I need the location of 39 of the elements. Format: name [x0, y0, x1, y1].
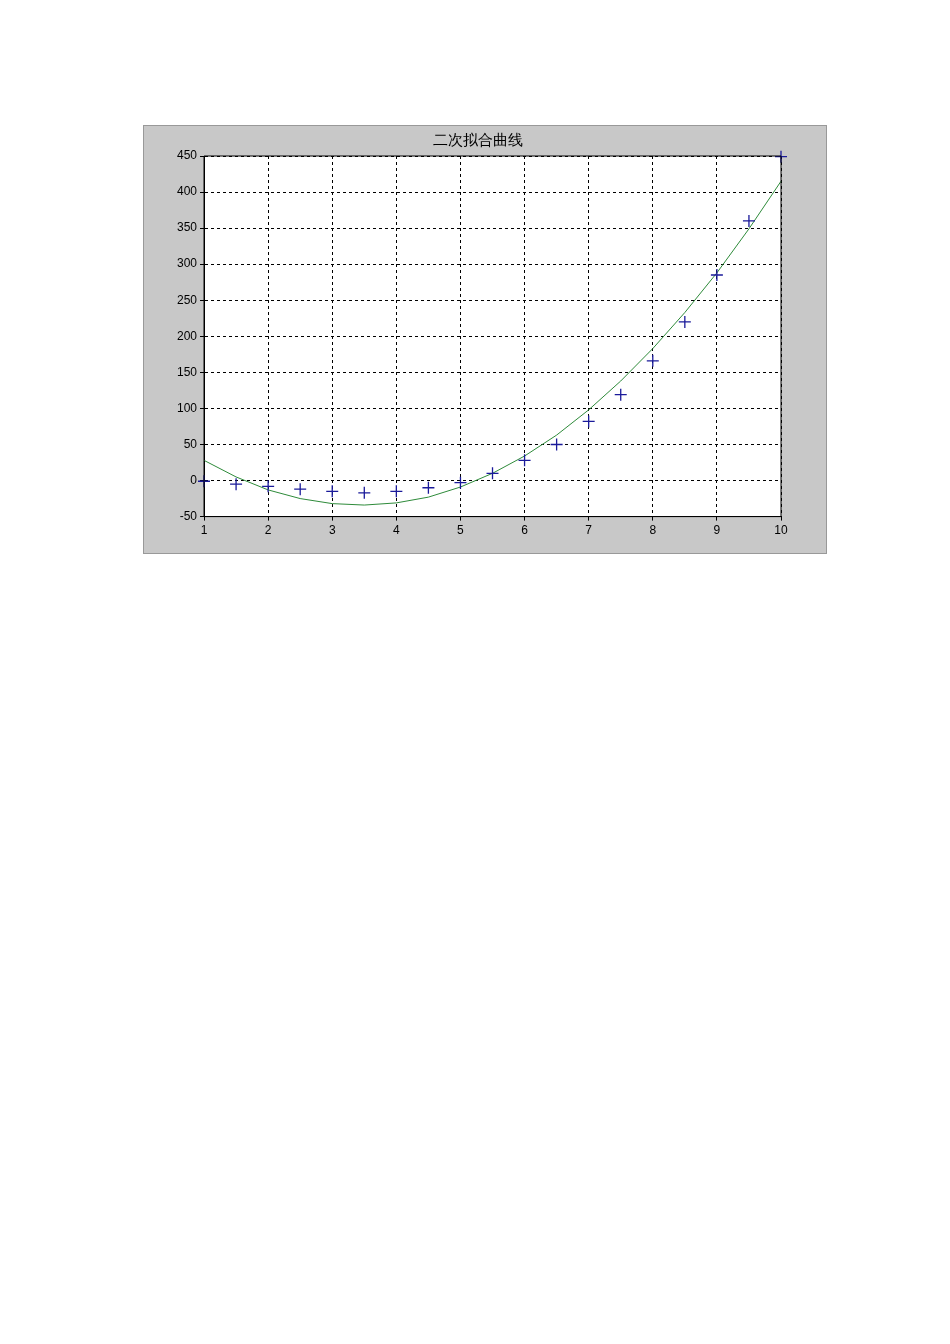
x-tick-label: 5 — [457, 523, 465, 538]
chart-title: 二次拟合曲线 — [432, 130, 523, 149]
point — [614, 388, 628, 402]
point — [582, 414, 596, 429]
point — [293, 482, 307, 496]
y-tick-label: 400 — [176, 184, 198, 199]
x-tick-label: 10 — [774, 523, 788, 538]
y-tick-label: 0 — [190, 472, 198, 487]
point — [421, 481, 436, 495]
point — [357, 486, 371, 500]
x-tick-label: 6 — [521, 523, 529, 538]
x-tick-label: 9 — [713, 523, 721, 538]
point — [325, 484, 339, 499]
y-tick-label: 250 — [176, 292, 198, 307]
point — [389, 484, 403, 499]
point — [549, 437, 564, 452]
y-tick-label: 50 — [183, 436, 198, 451]
x-tick-label: 2 — [264, 523, 272, 538]
x-tick-label: 1 — [200, 523, 208, 538]
y-tick-label: 150 — [176, 364, 198, 379]
point — [678, 315, 692, 329]
x-tick-label: 3 — [328, 523, 336, 538]
y-tick-label: -50 — [179, 508, 198, 523]
y-tick-label: 200 — [176, 328, 198, 343]
point — [742, 214, 756, 228]
x-tick-label: 7 — [585, 523, 593, 538]
y-tick-label: 350 — [176, 220, 198, 235]
point — [485, 466, 500, 480]
y-tick-label: 100 — [176, 400, 198, 415]
x-tick-label: 8 — [649, 523, 657, 538]
point — [646, 354, 660, 368]
point — [710, 268, 724, 282]
point — [229, 477, 243, 491]
point — [261, 479, 275, 493]
y-tick-label: 450 — [176, 148, 198, 163]
point — [517, 453, 532, 467]
point — [453, 476, 468, 490]
y-tick-label: 300 — [176, 256, 198, 271]
x-tick-label: 4 — [393, 523, 400, 538]
